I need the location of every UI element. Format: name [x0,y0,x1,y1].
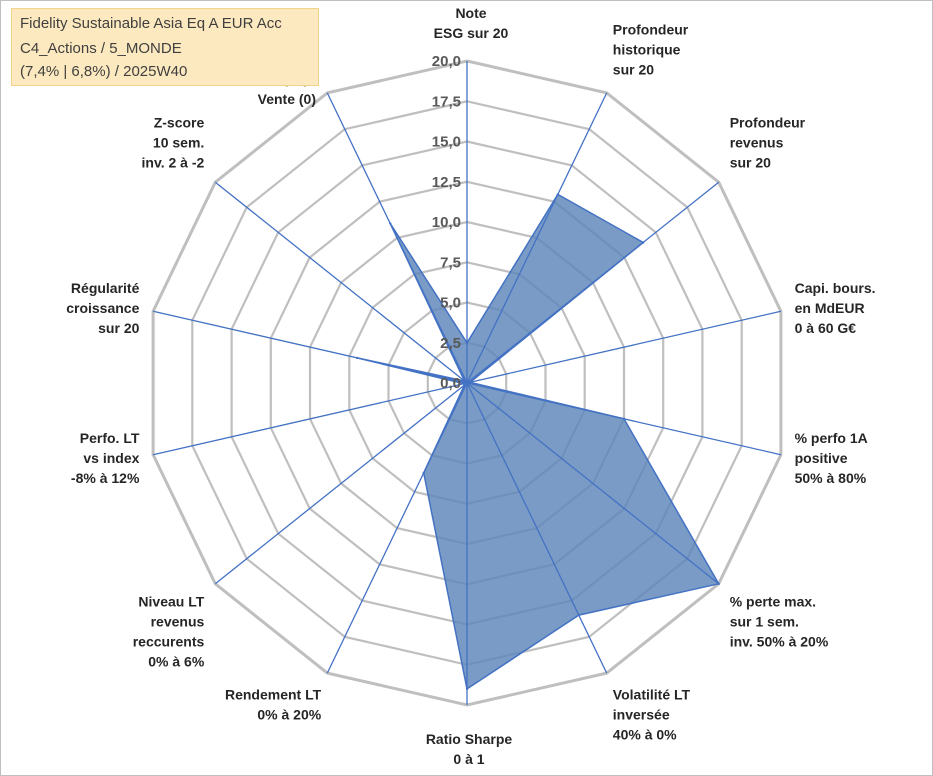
tick-label-6: 15,0 [432,134,461,151]
axis-label-6: Volatilité LT inversée 40% à 0% [613,687,691,743]
data-point-2 [642,241,645,244]
spoke-10 [152,382,468,456]
tick-label-4: 10,0 [432,214,461,231]
axis-label-0: Note ESG sur 20 [434,5,509,41]
tick-label-5: 12,5 [432,174,461,191]
fund-info-box: Fidelity Sustainable Asia Eq A EUR Acc C… [11,8,319,86]
fund-name: Fidelity Sustainable Asia Eq A EUR Acc [20,15,282,32]
spoke-1 [466,92,608,384]
spoke-2 [466,181,720,384]
axis-label-1: Profondeur historique sur 20 [613,21,689,77]
axis-label-7: Ratio Sharpe 0 à 1 [426,731,513,767]
fund-stats: (7,4% | 6,8%) / 2025W40 [20,63,188,80]
tick-label-7: 17,5 [432,93,461,110]
data-point-13 [389,222,392,225]
fund-category: C4_Actions / 5_MONDE [20,40,182,57]
spoke-13 [326,92,468,384]
data-point-6 [577,613,580,617]
tick-label-1: 2,5 [440,335,461,352]
data-point-7 [465,687,469,691]
spoke-3 [466,310,782,384]
data-point-3 [468,381,472,384]
spoke-5 [466,382,720,585]
data-point-12 [463,379,466,383]
data-point-1 [556,193,559,196]
spoke-11 [152,310,468,384]
tick-label-3: 7,5 [440,254,461,271]
tick-label-2: 5,0 [440,295,461,312]
axis-label-10: Perfo. LT vs index -8% à 12% [71,430,140,486]
spoke-8 [326,382,468,674]
spoke-6 [466,382,608,674]
data-point-0 [465,341,469,344]
data-point-10 [462,382,466,385]
tick-label-8: 20,0 [432,53,461,70]
spoke-9 [214,382,468,585]
axis-label-12: Z-score 10 sem. inv. 2 à -2 [142,115,205,171]
spoke-12 [214,181,468,384]
tick-label-0: 0,0 [440,375,461,392]
axis-label-2: Profondeur revenus sur 20 [730,115,806,171]
data-point-11 [355,356,359,360]
data-point-4 [622,417,626,420]
axis-label-11: Régularité croissance sur 20 [66,280,139,336]
axis-label-5: % perte max. sur 1 sem. inv. 50% à 20% [730,594,829,650]
axis-label-8: Rendement LT 0% à 20% [225,687,322,723]
axis-label-4: % perfo 1A positive 50% à 80% [795,430,868,486]
data-point-8 [422,471,425,475]
axis-label-9: Niveau LT revenus reccurents 0% à 6% [133,594,205,670]
axis-label-3: Capi. bours. en MdEUR 0 à 60 G€ [795,280,876,336]
data-point-5 [717,582,720,585]
